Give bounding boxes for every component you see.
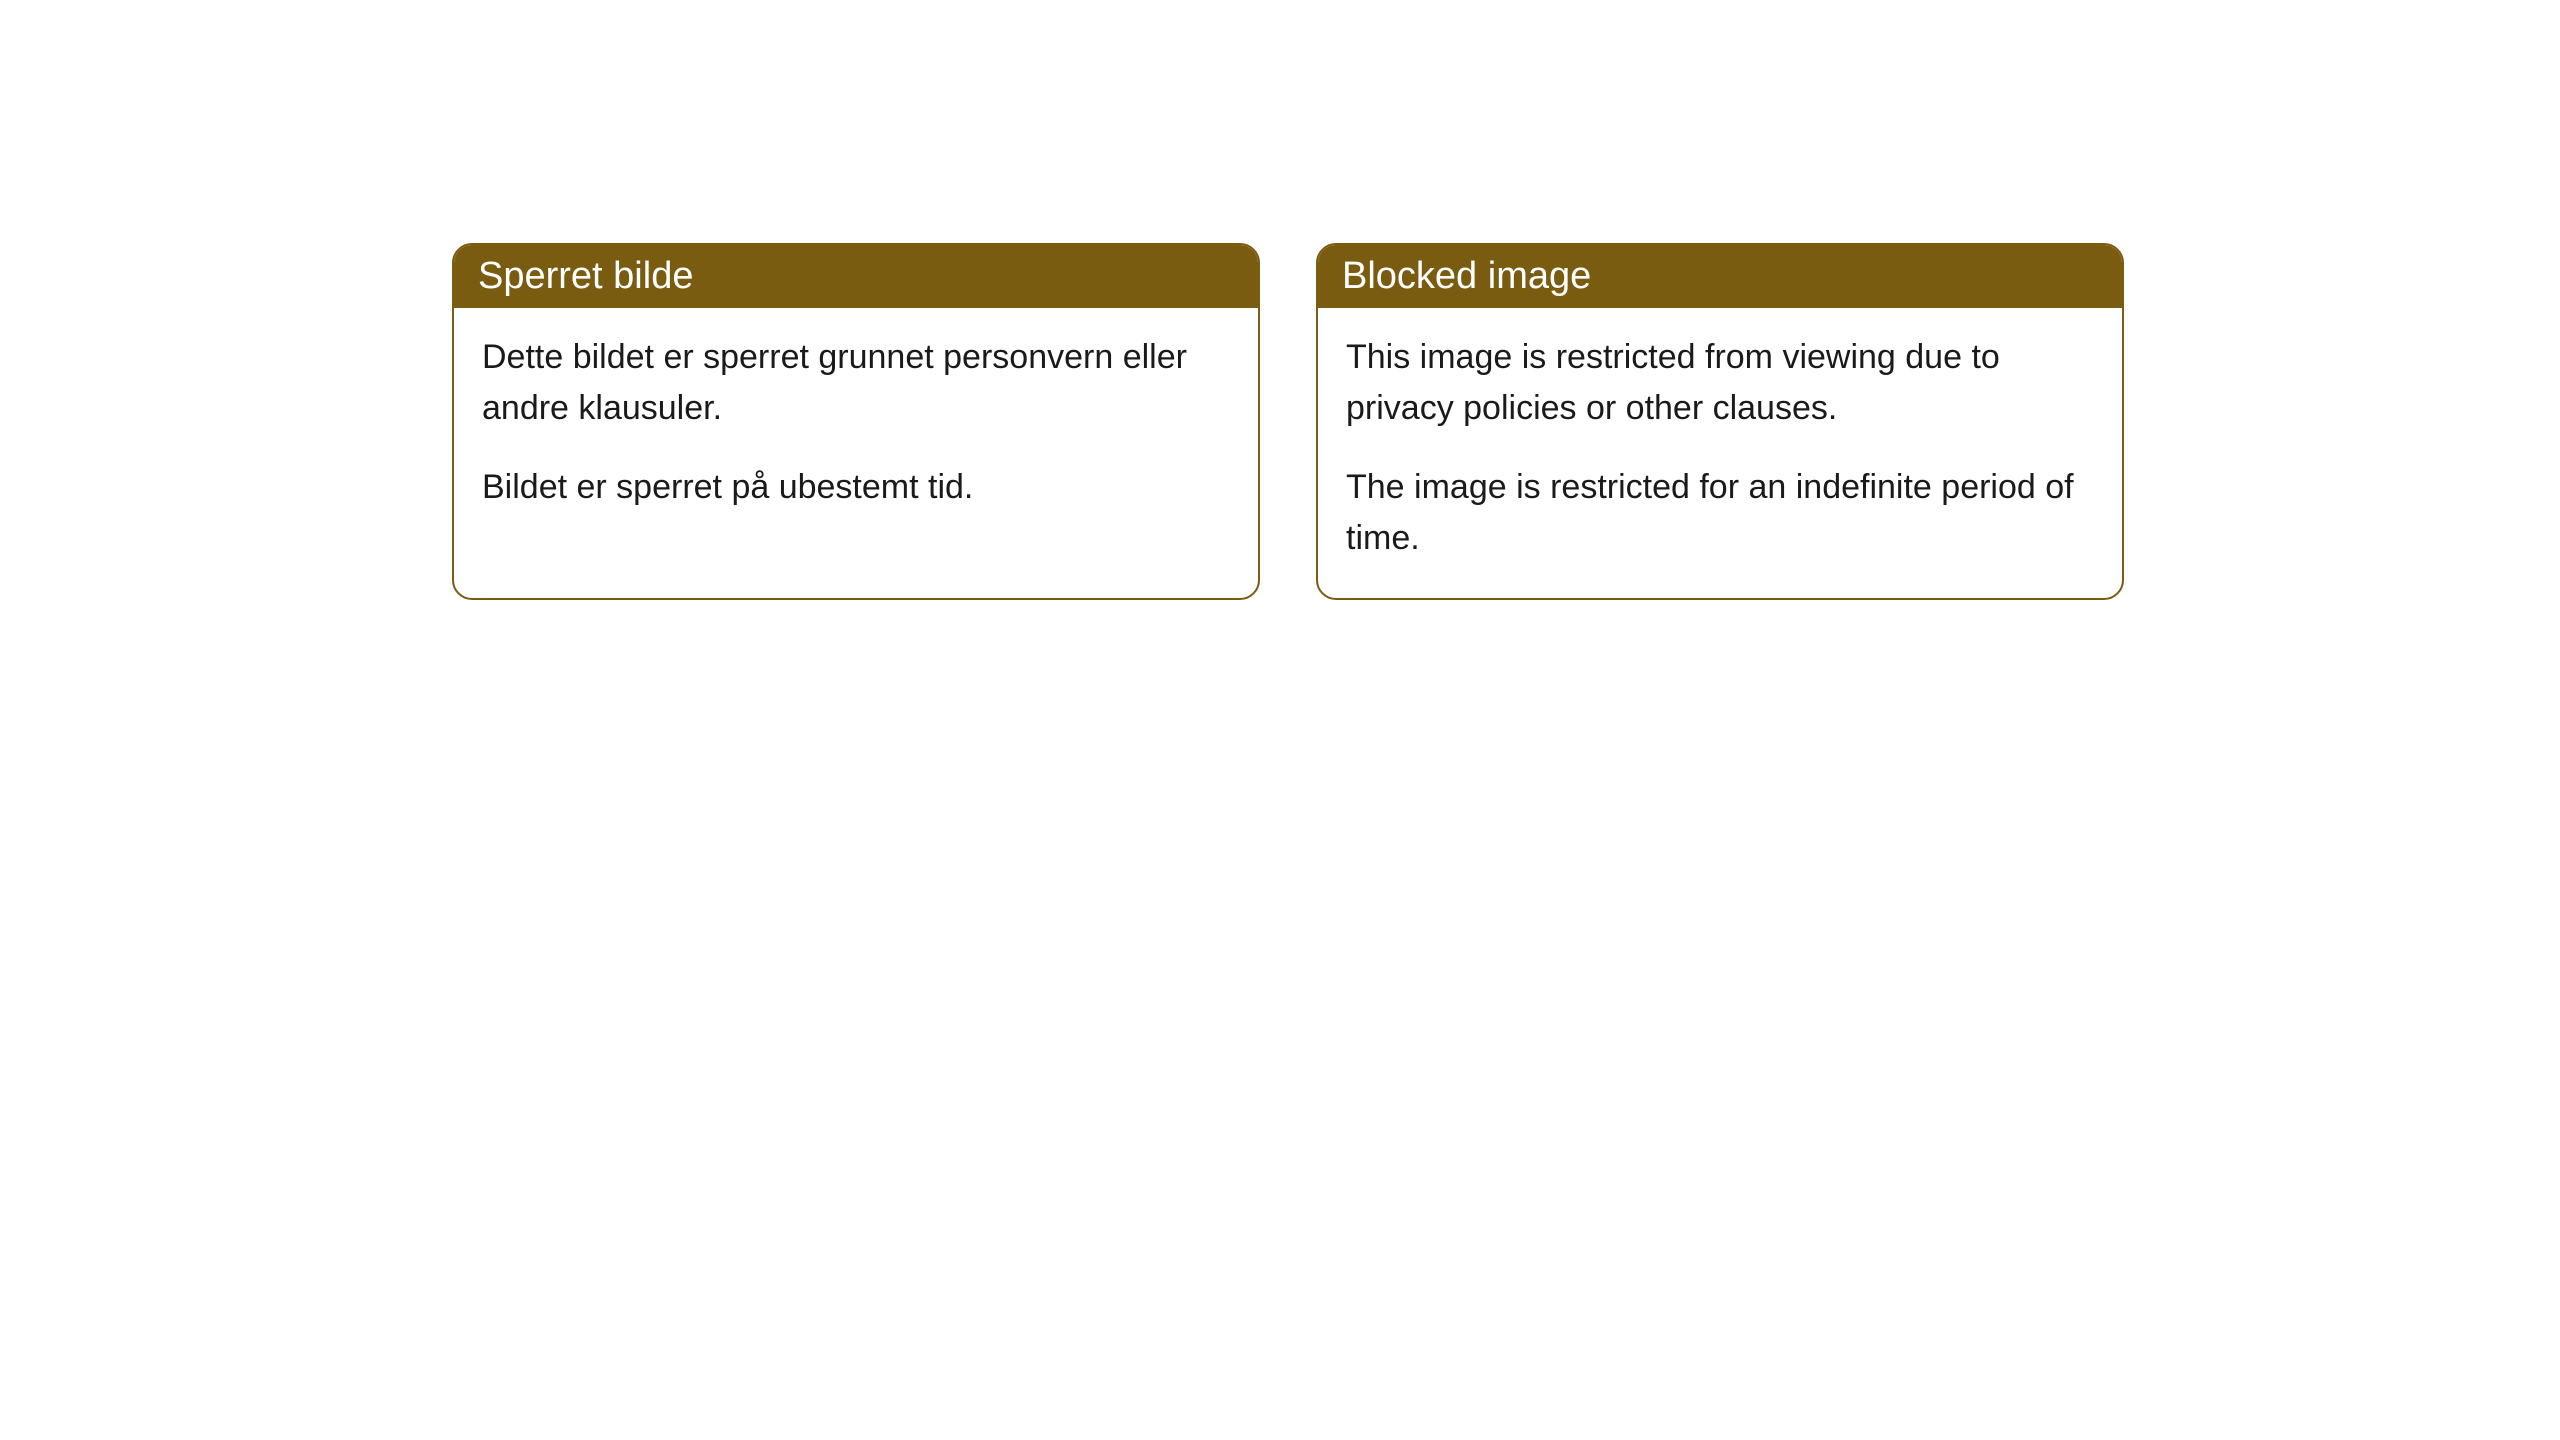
card-paragraph: Dette bildet er sperret grunnet personve… bbox=[482, 332, 1230, 434]
card-title: Blocked image bbox=[1342, 255, 1591, 297]
notice-card-english: Blocked image This image is restricted f… bbox=[1316, 243, 2124, 600]
card-body: Dette bildet er sperret grunnet personve… bbox=[454, 308, 1258, 547]
notice-card-norwegian: Sperret bilde Dette bildet er sperret gr… bbox=[452, 243, 1260, 600]
notice-cards-container: Sperret bilde Dette bildet er sperret gr… bbox=[452, 243, 2124, 600]
card-title: Sperret bilde bbox=[478, 255, 693, 297]
card-header: Blocked image bbox=[1318, 245, 2122, 308]
card-paragraph: The image is restricted for an indefinit… bbox=[1346, 462, 2094, 564]
card-header: Sperret bilde bbox=[454, 245, 1258, 308]
card-body: This image is restricted from viewing du… bbox=[1318, 308, 2122, 598]
card-paragraph: This image is restricted from viewing du… bbox=[1346, 332, 2094, 434]
card-paragraph: Bildet er sperret på ubestemt tid. bbox=[482, 462, 1230, 513]
